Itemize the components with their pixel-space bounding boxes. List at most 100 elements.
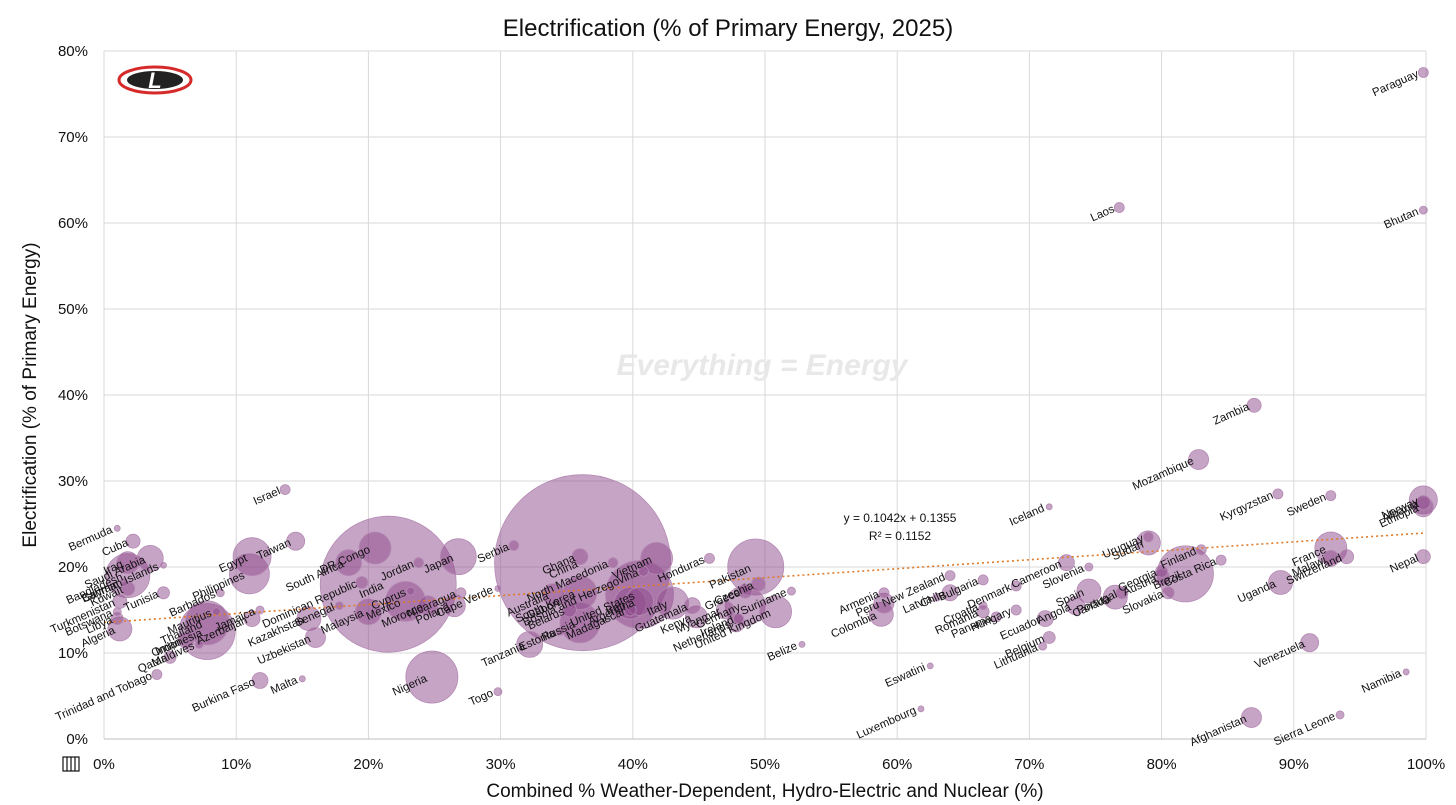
bubble-point — [194, 640, 204, 649]
bubble-point — [798, 641, 806, 648]
bubble-point — [1038, 641, 1048, 651]
bubble-point — [177, 631, 195, 649]
bubble-point — [1066, 596, 1086, 616]
bubble-point — [1325, 490, 1337, 502]
bubble-point — [211, 607, 221, 617]
y-tick-label: 40% — [58, 387, 88, 404]
bubble-point — [1045, 503, 1053, 511]
x-tick-label: 80% — [1147, 756, 1177, 773]
bubble-point — [413, 557, 425, 569]
bubble-point — [1268, 570, 1293, 595]
bubble-point — [355, 576, 369, 589]
x-axis-ticks: 0% 10% 20% 30% 40% 50% 60% 70% 80% 90% 100% — [93, 756, 1445, 773]
bubble-point — [759, 595, 792, 629]
bubble-point — [1322, 550, 1340, 567]
bubble-point — [119, 578, 129, 587]
bubble-point — [704, 553, 715, 564]
x-tick-label: 90% — [1279, 756, 1309, 773]
x-tick-label: 70% — [1014, 756, 1044, 773]
bubble-label: Burkina Faso — [190, 676, 257, 715]
bubble-point — [917, 705, 925, 713]
bubble-label: Israel — [252, 485, 283, 507]
bubble-point — [926, 662, 934, 670]
bubble-point — [1241, 707, 1262, 728]
bubble-label: Colombia — [829, 610, 879, 641]
bubble-point — [151, 669, 163, 680]
x-tick-label: 10% — [221, 756, 251, 773]
watermark-text: Everything = Energy — [617, 349, 909, 382]
bubble-label: Bhutan — [1382, 206, 1420, 232]
bubble-point — [125, 533, 141, 549]
bubble-point — [305, 627, 326, 648]
bubble-label: Afghanistan — [1188, 713, 1248, 749]
bubble-point — [1402, 668, 1410, 676]
bubble-point — [232, 537, 272, 577]
bubble-label: Iceland — [1008, 503, 1047, 529]
bubble-point — [508, 540, 520, 551]
logo-letter: L — [148, 68, 161, 93]
y-tick-label: 70% — [58, 129, 88, 146]
bubble-point — [1415, 549, 1431, 565]
bubble-point — [335, 549, 362, 577]
bubble-point — [542, 583, 565, 606]
y-axis-title: Electrification (% of Primary Energy) — [20, 242, 41, 547]
bubble-point — [215, 588, 225, 598]
bubble-point — [607, 557, 619, 569]
bubble-point — [319, 515, 457, 653]
bubble-point — [251, 672, 269, 689]
bubble-point — [683, 597, 701, 615]
bubble-point — [637, 565, 649, 577]
bubble-point — [112, 607, 122, 617]
logo-icon: L — [117, 65, 193, 95]
y-tick-label: 30% — [58, 473, 88, 490]
bubble-point — [1215, 554, 1227, 566]
y-tick-label: 20% — [58, 559, 88, 576]
bubble-point — [1417, 67, 1429, 78]
bubble-point — [1195, 544, 1207, 556]
bubble-point — [406, 586, 416, 596]
bubble-point — [944, 570, 956, 581]
bubble-point — [750, 576, 766, 592]
bubble-point — [733, 613, 744, 624]
x-tick-label: 100% — [1407, 756, 1445, 773]
bubble-point — [555, 627, 565, 636]
y-tick-label: 0% — [66, 731, 88, 748]
bubble-label: Nepal — [1388, 552, 1420, 575]
bubble-point — [493, 687, 503, 697]
bubble-point — [561, 602, 577, 618]
bubble-point — [1135, 530, 1161, 556]
bubble-point — [160, 561, 167, 569]
bubble-label: Eswatini — [883, 662, 927, 690]
bubble-point — [623, 603, 637, 617]
bubble-point — [737, 583, 753, 599]
bubble-point — [977, 574, 989, 586]
bubble-point — [571, 548, 589, 566]
bubble-point — [354, 598, 382, 626]
bubble-point — [715, 600, 735, 620]
bubble-point — [1161, 586, 1175, 600]
bubble-point — [516, 631, 544, 658]
bubble-point — [1142, 531, 1154, 543]
bubble-point — [1300, 633, 1320, 653]
trendline-r2: R² = 0.1152 — [869, 529, 931, 543]
bubble-point — [978, 601, 988, 611]
bubble-label: Venezuela — [1253, 638, 1308, 671]
bubble-point — [279, 484, 291, 496]
legend-key-icon — [62, 756, 80, 772]
bubble-point — [1058, 554, 1075, 572]
bubble-point — [1010, 604, 1022, 616]
bubble-point — [298, 675, 306, 683]
bubble-point — [878, 587, 890, 599]
bubble-point — [439, 538, 477, 576]
bubble-point — [1188, 449, 1210, 470]
bubble-point — [1339, 549, 1355, 565]
bubble-point — [255, 605, 265, 615]
bubble-label: Namibia — [1360, 667, 1404, 695]
bubble-point — [559, 597, 569, 606]
bubble-point — [334, 601, 344, 611]
bubble-point — [1155, 564, 1168, 578]
bubble-point — [640, 542, 673, 575]
trendline-equation: y = 0.1042x + 0.1355 — [844, 511, 957, 525]
bubble-point — [787, 586, 796, 596]
y-axis-ticks: 0% 10% 20% 30% 40% 50% 60% 70% 80% — [58, 43, 88, 748]
